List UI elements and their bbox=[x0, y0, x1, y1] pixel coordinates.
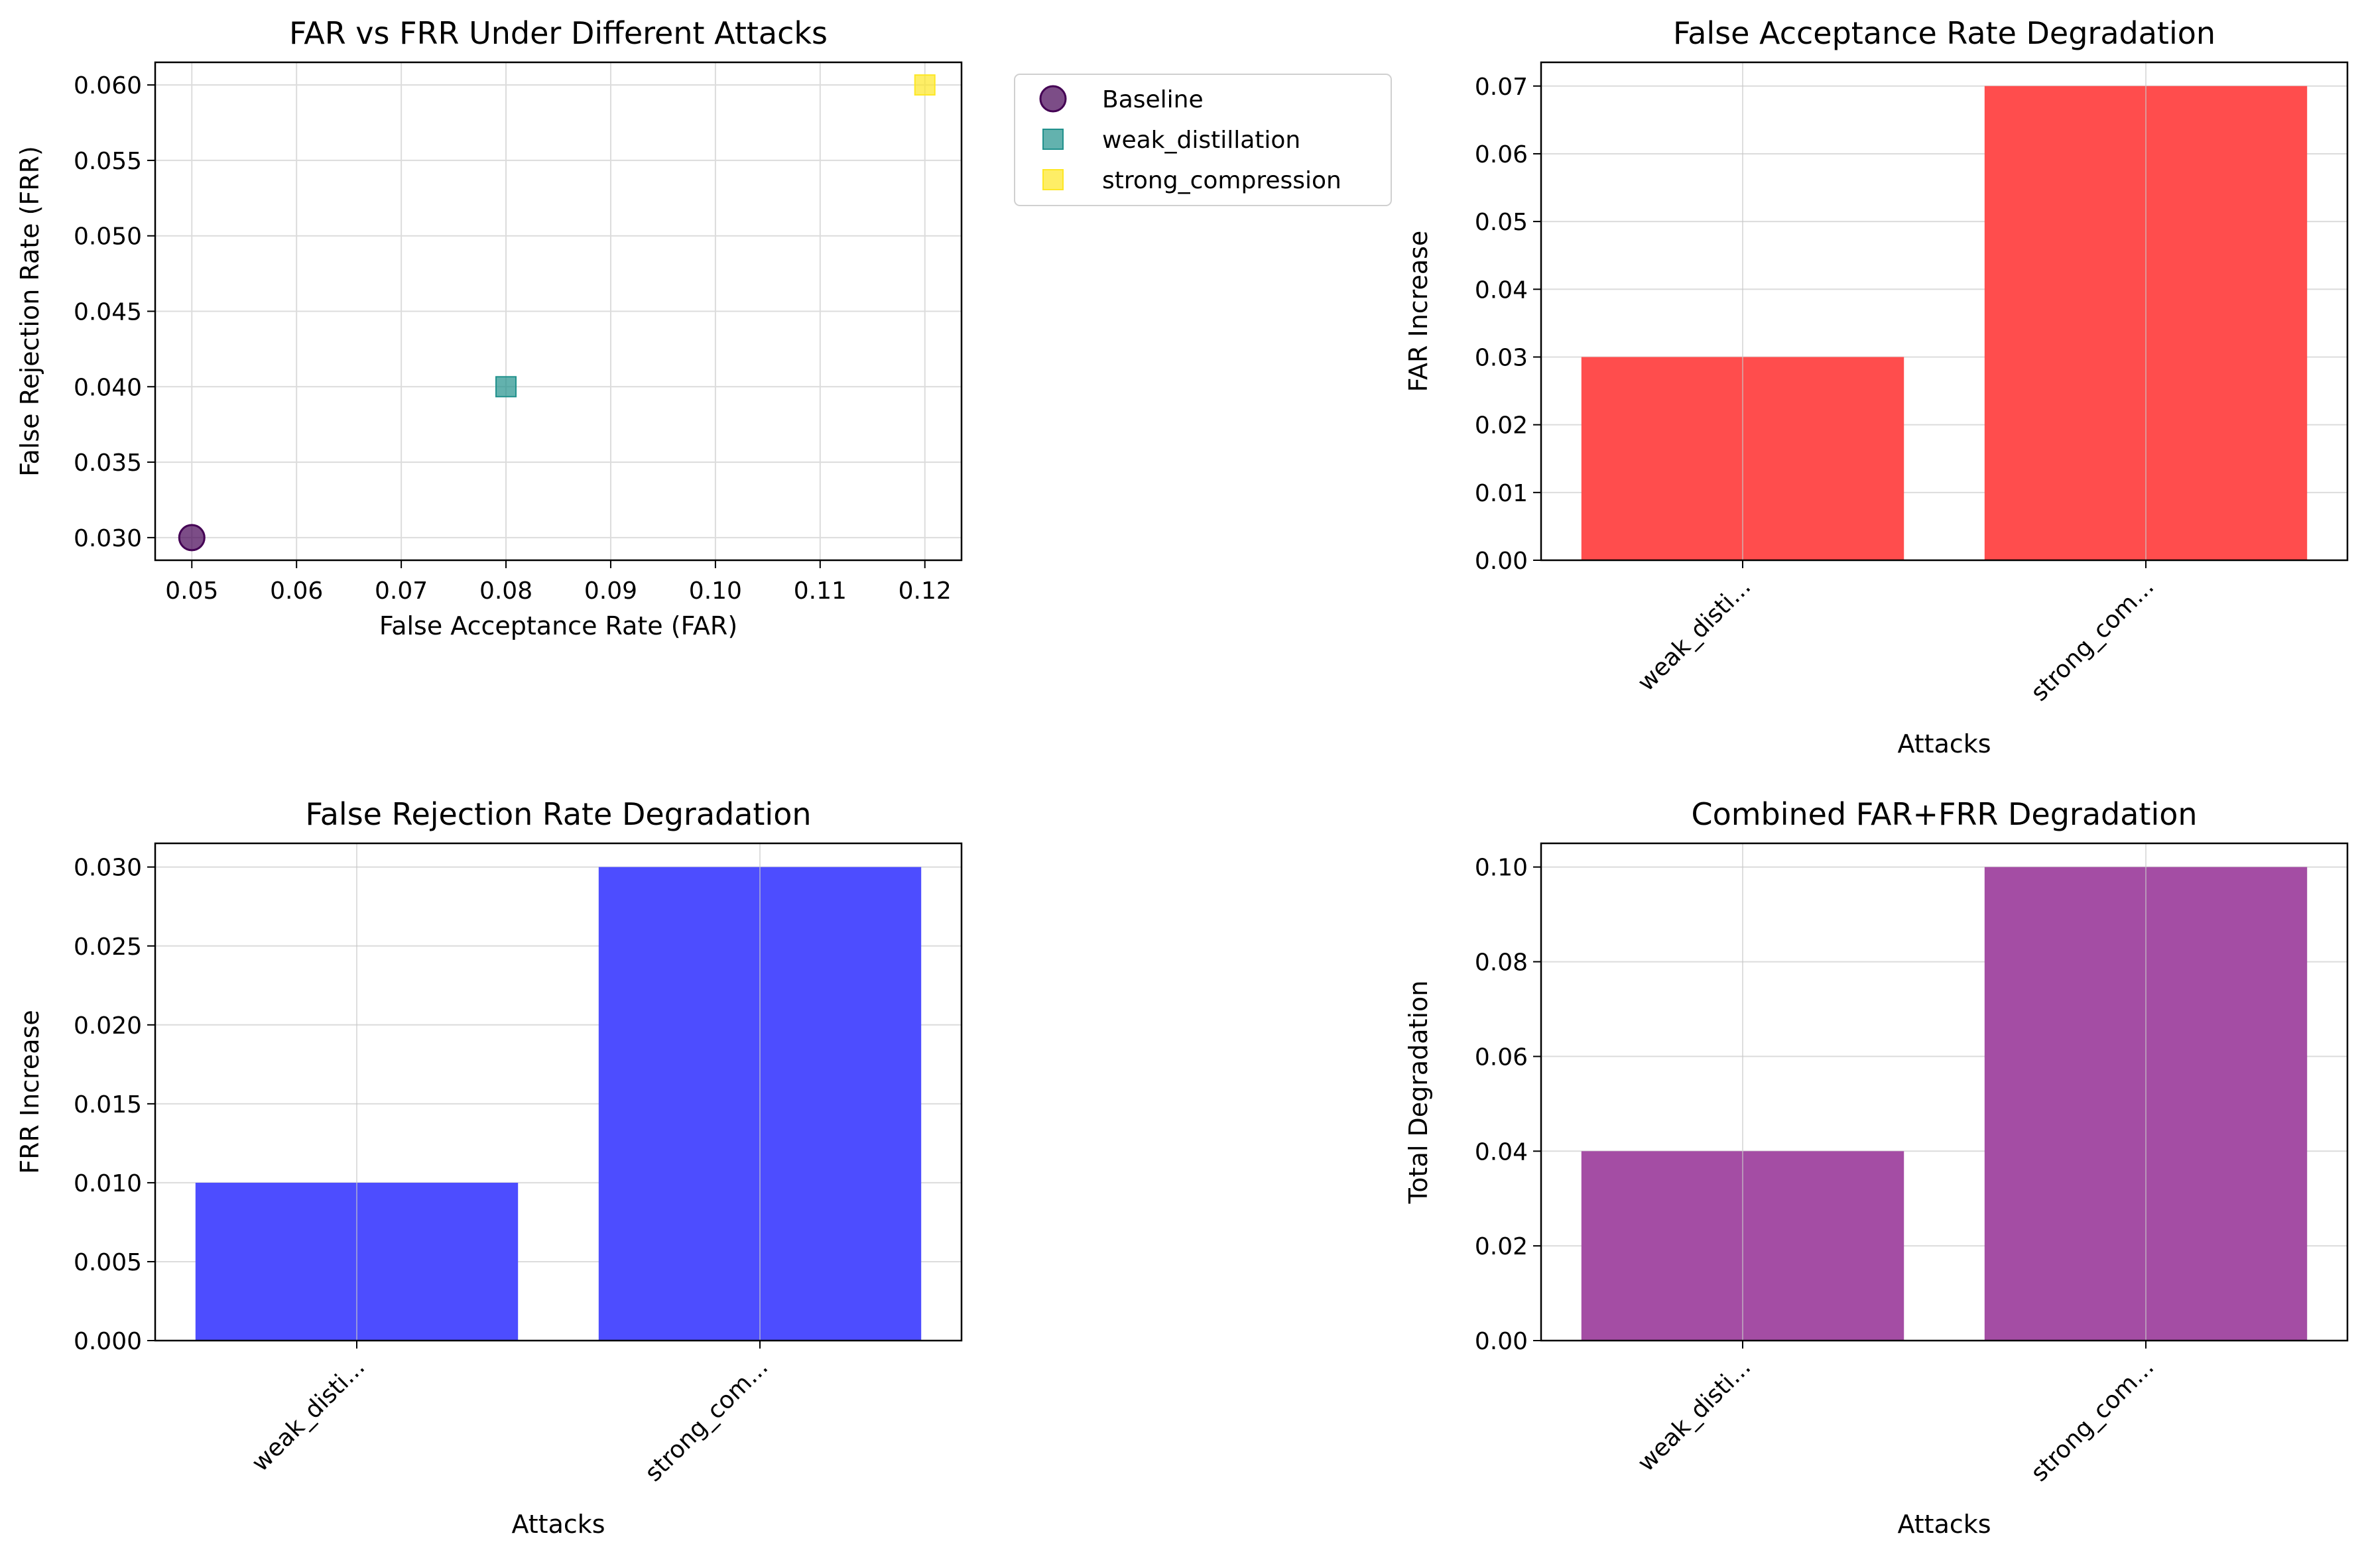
far-ylabel: FAR Increase bbox=[1404, 231, 1433, 392]
scatter-xtick-label: 0.09 bbox=[584, 577, 637, 605]
scatter-xtick-label: 0.12 bbox=[899, 577, 952, 605]
far-ytick-label: 0.02 bbox=[1475, 412, 1528, 440]
scatter-xlabel: False Acceptance Rate (FAR) bbox=[379, 611, 737, 640]
scatter-ytick-label: 0.035 bbox=[74, 450, 142, 477]
legend-label-Baseline: Baseline bbox=[1102, 86, 1204, 113]
far-axes-frame bbox=[1540, 61, 2349, 562]
far-ytick-label: 0.05 bbox=[1475, 209, 1528, 236]
far-ytick-label: 0.04 bbox=[1475, 276, 1528, 304]
legend-label-strong_compression: strong_compression bbox=[1102, 167, 1341, 194]
combined-ytick-label: 0.04 bbox=[1475, 1138, 1528, 1166]
combined-category-label: strong_com... bbox=[2026, 1353, 2159, 1486]
frr-ytick-label: 0.000 bbox=[74, 1328, 142, 1355]
frr-ytick-label: 0.005 bbox=[74, 1249, 142, 1276]
frr-axes-frame bbox=[154, 842, 963, 1342]
combined-ytick-label: 0.08 bbox=[1475, 949, 1528, 977]
legend-frame bbox=[1014, 74, 1392, 206]
scatter-point-Baseline bbox=[178, 524, 206, 552]
scatter-chart: FAR vs FRR Under Different Attacks 0.030 0… bbox=[15, 15, 1392, 640]
far-ytick-label: 0.07 bbox=[1475, 74, 1528, 101]
combined-chart: Combined FAR+FRR Degradation 0.00 0.02 0.04… bbox=[1404, 796, 2349, 1539]
scatter-ytick-label: 0.060 bbox=[74, 72, 142, 99]
far-xlabel: Attacks bbox=[1897, 729, 1991, 758]
legend-marker-strong_compression bbox=[1042, 169, 1064, 190]
combined-ytick-label: 0.10 bbox=[1475, 855, 1528, 882]
scatter-xtick-label: 0.05 bbox=[165, 577, 218, 605]
far-ytick-label: 0.03 bbox=[1475, 344, 1528, 371]
combined-ytick-label: 0.06 bbox=[1475, 1044, 1528, 1071]
legend-label-weak_distillation: weak_distillation bbox=[1102, 127, 1300, 154]
frr-ytick-label: 0.020 bbox=[74, 1012, 142, 1040]
far-category-label: weak_disti... bbox=[1633, 573, 1756, 696]
scatter-ytick-label: 0.055 bbox=[74, 148, 142, 175]
scatter-xtick-label: 0.07 bbox=[375, 577, 428, 605]
frr-ylabel: FRR Increase bbox=[15, 1010, 44, 1174]
scatter-legend: Baseline weak_distillation strong_compress… bbox=[1014, 74, 1392, 206]
legend-marker-weak_distillation bbox=[1042, 129, 1064, 150]
scatter-point-weak_distillation bbox=[495, 376, 517, 398]
scatter-point-strong_compression bbox=[914, 74, 936, 96]
far-category-label: strong_com... bbox=[2026, 573, 2159, 706]
frr-xlabel: Attacks bbox=[511, 1510, 605, 1539]
frr-category-label: weak_disti... bbox=[247, 1353, 370, 1477]
far-chart: False Acceptance Rate Degradation 0.00 0.0… bbox=[1404, 15, 2349, 758]
scatter-xtick-label: 0.08 bbox=[479, 577, 532, 605]
frr-ytick-label: 0.015 bbox=[74, 1091, 142, 1118]
combined-ytick-label: 0.00 bbox=[1475, 1328, 1528, 1355]
combined-title: Combined FAR+FRR Degradation bbox=[1691, 796, 2197, 832]
far-ytick-label: 0.06 bbox=[1475, 141, 1528, 168]
frr-category-label: strong_com... bbox=[640, 1353, 773, 1486]
combined-xlabel: Attacks bbox=[1897, 1510, 1991, 1539]
scatter-axes-frame bbox=[154, 61, 963, 562]
legend-marker-Baseline bbox=[1039, 85, 1067, 113]
scatter-xtick-label: 0.10 bbox=[689, 577, 742, 605]
combined-ytick-label: 0.02 bbox=[1475, 1233, 1528, 1260]
combined-ylabel: Total Degradation bbox=[1404, 981, 1433, 1205]
frr-ytick-label: 0.030 bbox=[74, 855, 142, 882]
scatter-title: FAR vs FRR Under Different Attacks bbox=[289, 15, 828, 51]
frr-chart: False Rejection Rate Degradation 0.000 0.0… bbox=[15, 796, 963, 1539]
frr-ytick-label: 0.025 bbox=[74, 934, 142, 961]
scatter-xtick-label: 0.06 bbox=[270, 577, 323, 605]
frr-title: False Rejection Rate Degradation bbox=[305, 796, 811, 832]
scatter-ytick-label: 0.050 bbox=[74, 223, 142, 251]
scatter-xtick-label: 0.11 bbox=[794, 577, 847, 605]
far-ytick-label: 0.00 bbox=[1475, 548, 1528, 575]
scatter-ytick-label: 0.030 bbox=[74, 525, 142, 552]
frr-ytick-label: 0.010 bbox=[74, 1170, 142, 1197]
combined-axes-frame bbox=[1540, 842, 2349, 1342]
scatter-ylabel: False Rejection Rate (FRR) bbox=[15, 146, 44, 477]
far-title: False Acceptance Rate Degradation bbox=[1673, 15, 2215, 51]
far-ytick-label: 0.01 bbox=[1475, 480, 1528, 507]
scatter-ytick-label: 0.045 bbox=[74, 299, 142, 326]
scatter-ytick-label: 0.040 bbox=[74, 374, 142, 401]
combined-category-label: weak_disti... bbox=[1633, 1353, 1756, 1477]
